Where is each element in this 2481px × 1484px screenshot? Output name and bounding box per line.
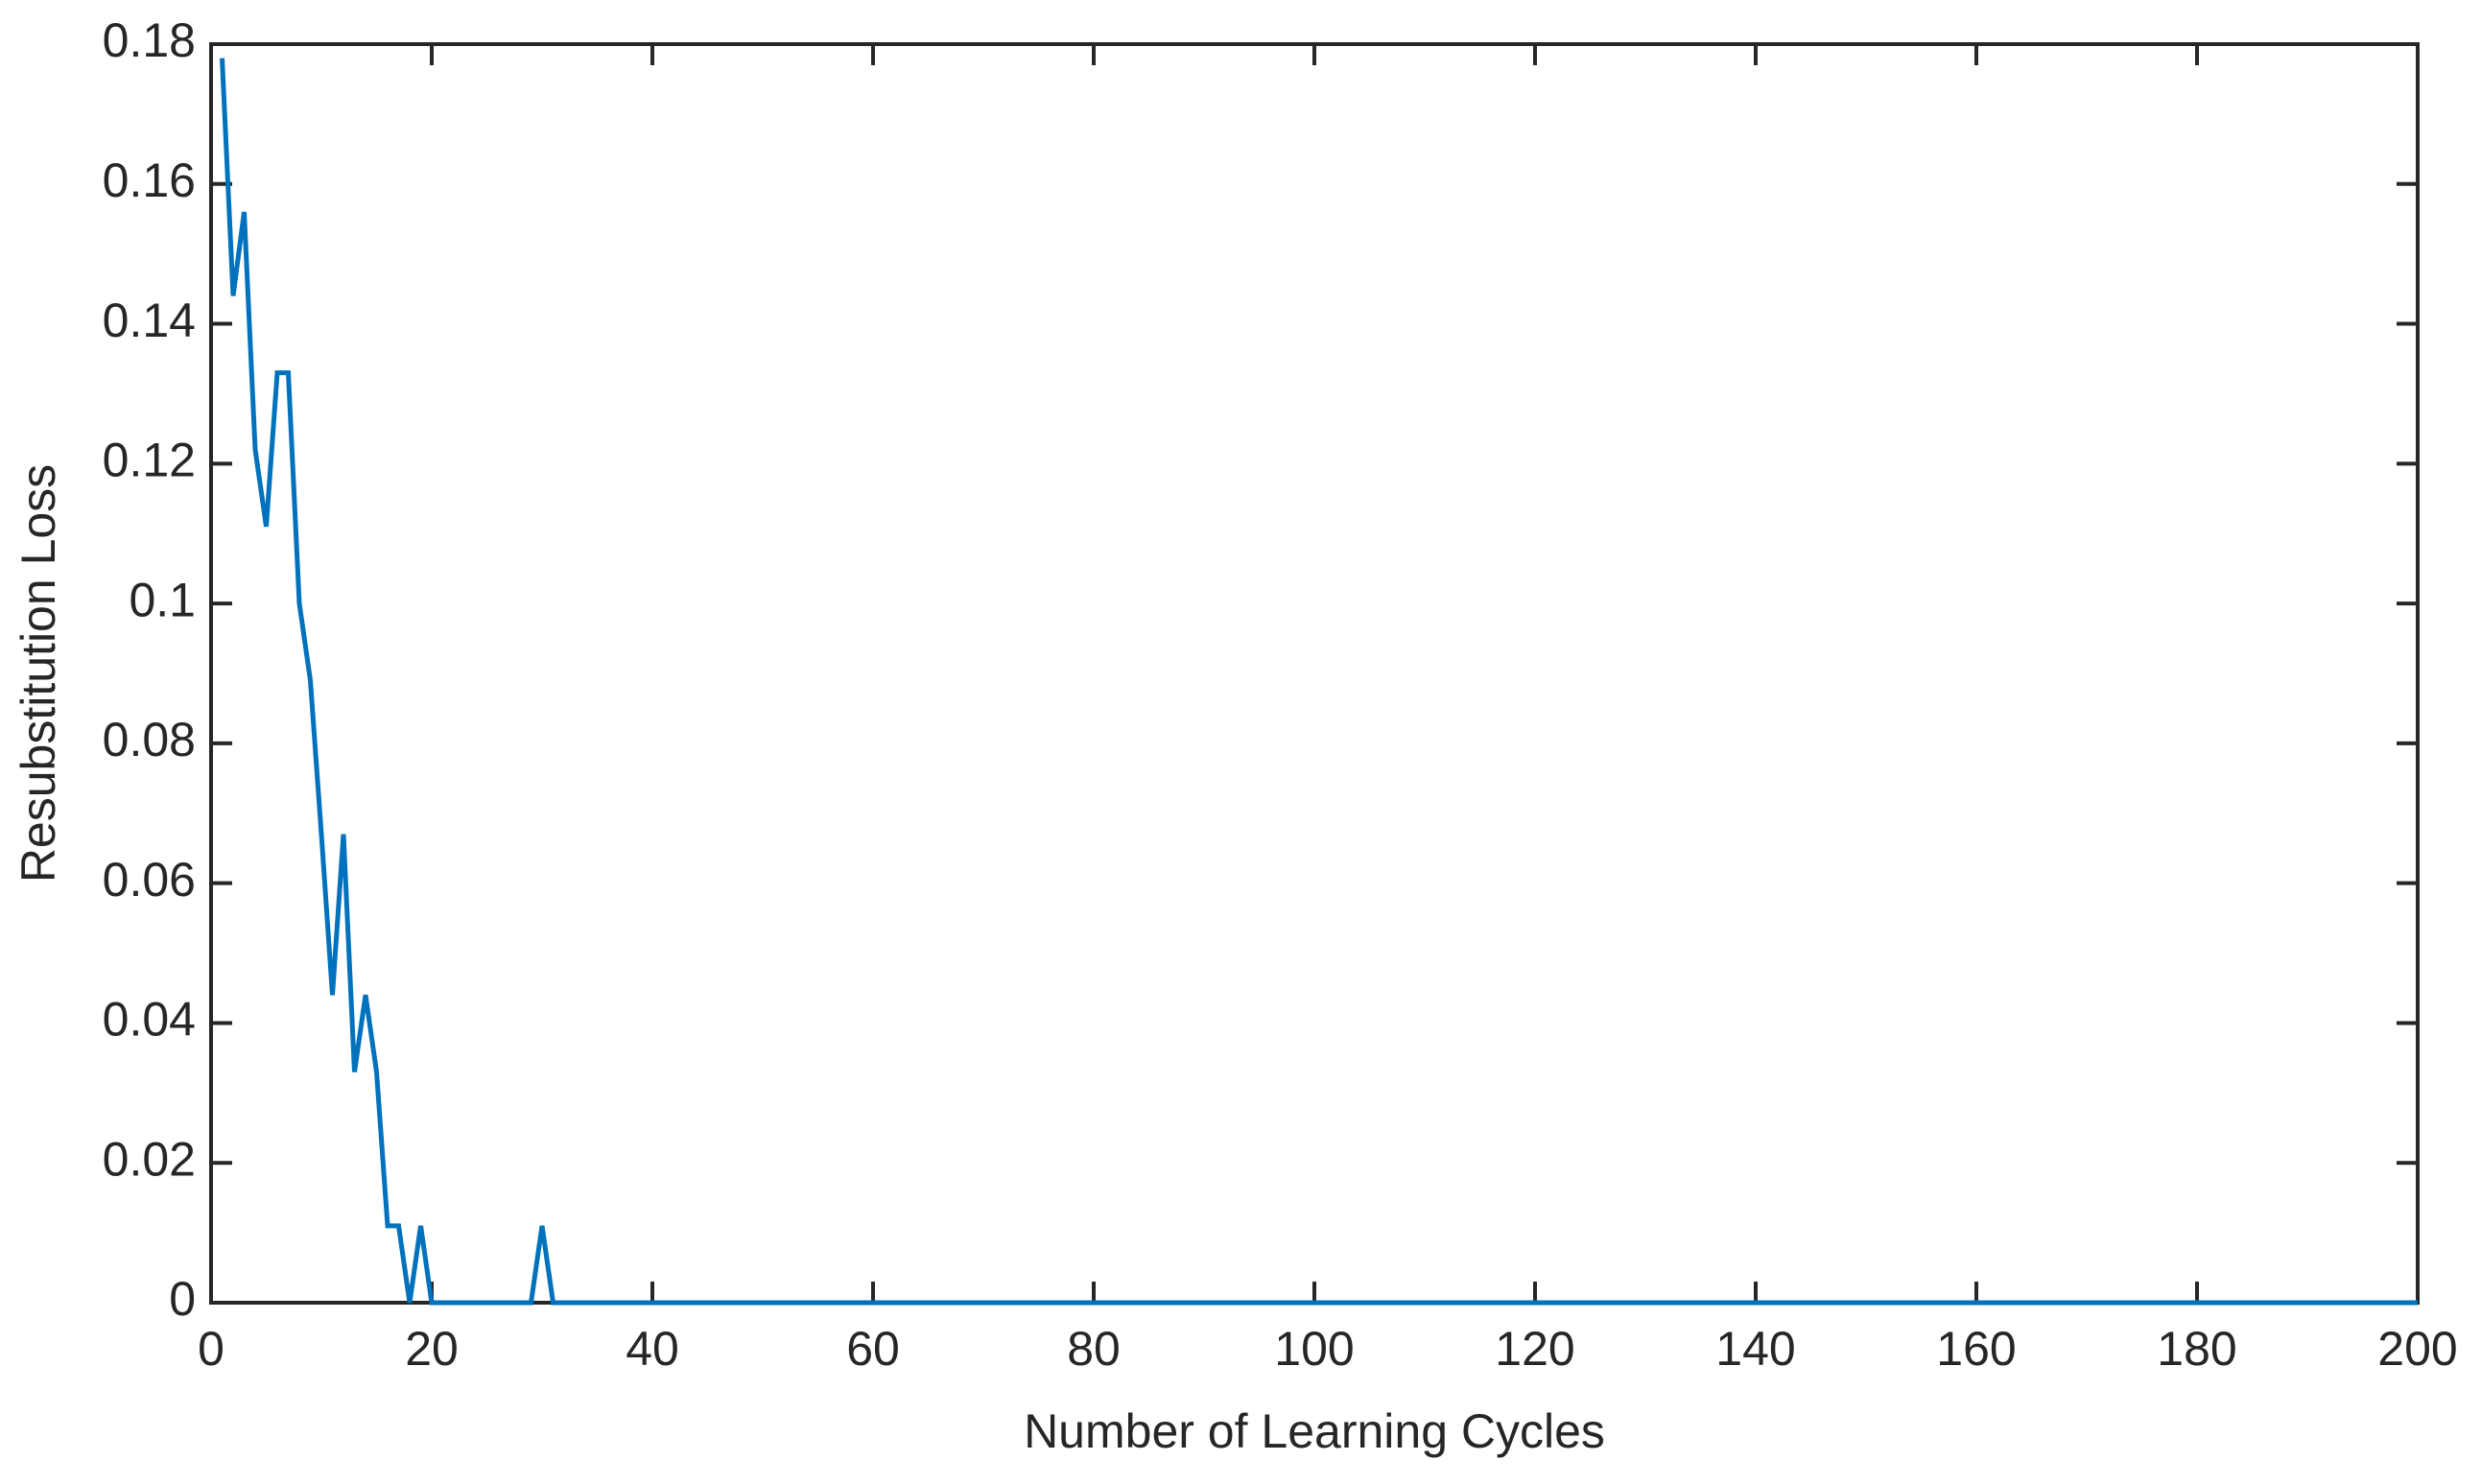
y-tick-label: 0.1 (129, 573, 196, 626)
x-tick-label: 0 (198, 1322, 224, 1376)
data-line (220, 58, 2418, 1306)
y-tick-label: 0.06 (103, 853, 196, 907)
y-tick-label: 0.12 (103, 434, 196, 487)
y-axis-label: Resubstitution Loss (12, 464, 65, 883)
y-tick-label: 0.16 (103, 153, 196, 207)
x-tick-label: 180 (2157, 1322, 2236, 1376)
y-tick-label: 0 (169, 1272, 196, 1326)
x-tick-label: 140 (1715, 1322, 1795, 1376)
x-axis-label: Number of Learning Cycles (1024, 1404, 1605, 1458)
x-tick-label: 100 (1274, 1322, 1354, 1376)
x-tick-label: 60 (846, 1322, 900, 1376)
y-tick-label: 0.02 (103, 1132, 196, 1186)
x-tick-label: 40 (626, 1322, 679, 1376)
y-tick-label: 0.18 (103, 13, 196, 67)
y-tick-label: 0.14 (103, 294, 196, 347)
x-tick-label: 200 (2377, 1322, 2457, 1376)
x-tick-label: 20 (405, 1322, 459, 1376)
x-tick-label: 120 (1495, 1322, 1574, 1376)
y-tick-label: 0.08 (103, 713, 196, 766)
x-tick-label: 160 (1936, 1322, 2016, 1376)
plot-frame (209, 42, 2420, 1305)
x-tick-label: 80 (1067, 1322, 1121, 1376)
y-tick-label: 0.04 (103, 993, 196, 1047)
